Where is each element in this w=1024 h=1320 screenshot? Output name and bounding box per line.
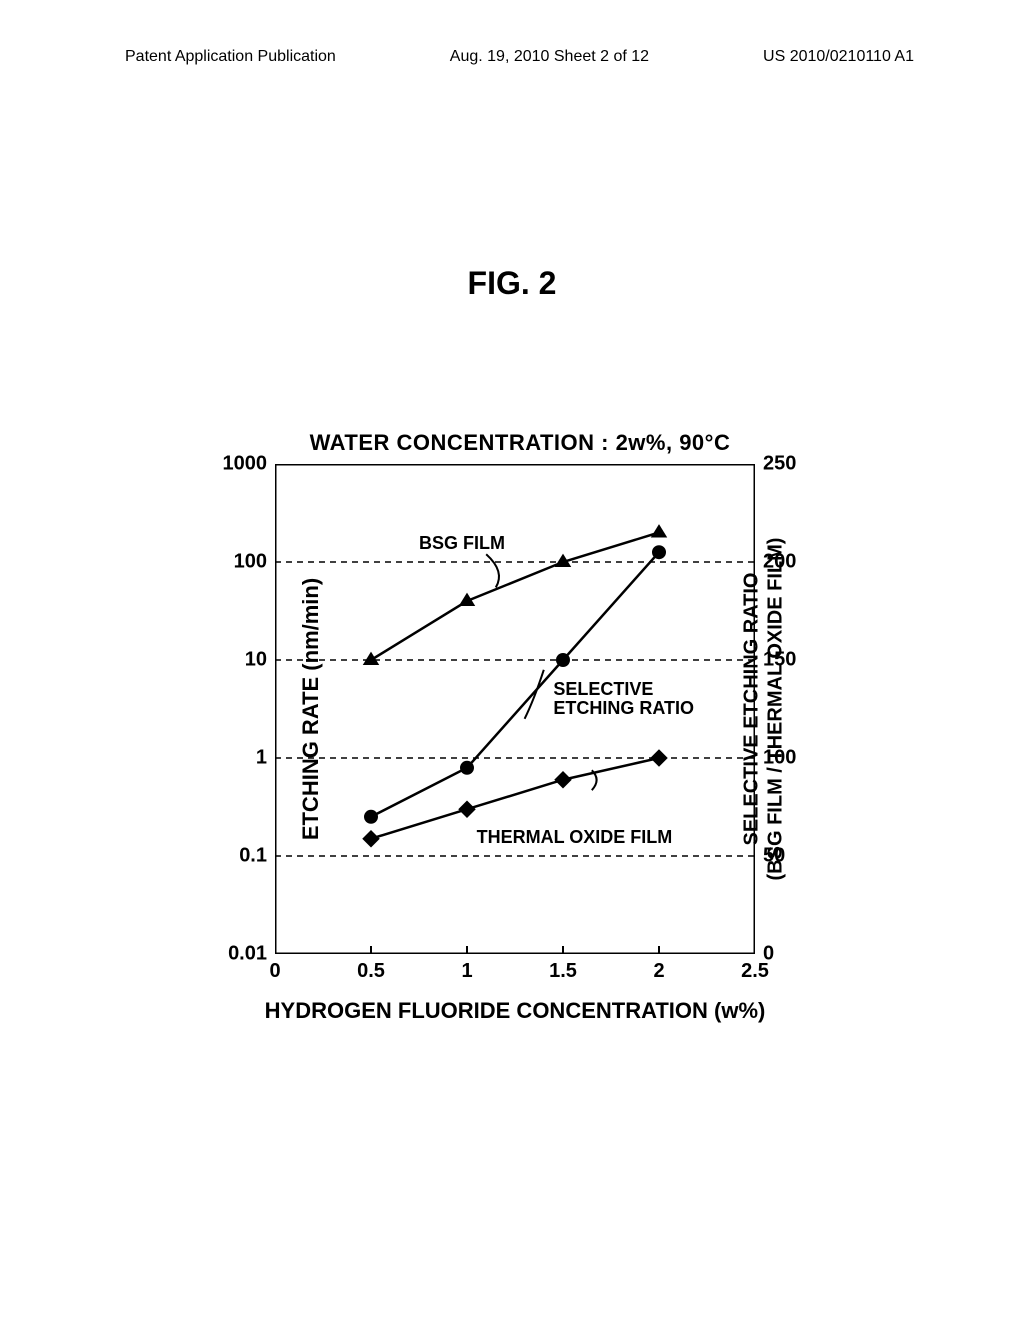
x-tick: 1.5: [549, 954, 577, 983]
x-axis-label: HYDROGEN FLUORIDE CONCENTRATION (w%): [265, 998, 766, 1024]
header-center: Aug. 19, 2010 Sheet 2 of 12: [450, 48, 649, 66]
annotation-ratio: SELECTIVE ETCHING RATIO: [553, 680, 694, 720]
y-right-tick: 50: [755, 845, 785, 868]
header-right: US 2010/0210110 A1: [763, 48, 914, 66]
y-right-tick: 100: [755, 747, 796, 770]
y-left-tick: 1: [256, 747, 275, 770]
annotation-bsg: BSG FILM: [419, 533, 505, 554]
x-tick: 1: [461, 954, 472, 983]
y-right-tick: 0: [755, 943, 774, 966]
y-left-tick: 1000: [223, 453, 276, 476]
annotation-thermal: THERMAL OXIDE FILM: [477, 827, 673, 848]
y-left-tick: 0.01: [228, 943, 275, 966]
y-right-tick: 250: [755, 453, 796, 476]
chart-container: WATER CONCENTRATION : 2w%, 90°C ETCHING …: [155, 430, 885, 1050]
header-left: Patent Application Publication: [125, 48, 336, 66]
y-right-tick: 150: [755, 649, 796, 672]
page-header: Patent Application Publication Aug. 19, …: [0, 48, 1024, 66]
x-tick: 0.5: [357, 954, 385, 983]
y-right-tick: 200: [755, 551, 796, 574]
y-left-tick: 0.1: [239, 845, 275, 868]
x-tick: 2: [653, 954, 664, 983]
figure-label: FIG. 2: [468, 265, 557, 302]
y-left-tick: 100: [234, 551, 275, 574]
y-left-tick: 10: [245, 649, 275, 672]
chart-plot-area: ETCHING RATE (nm/min) SELECTIVE ETCHING …: [275, 464, 755, 954]
